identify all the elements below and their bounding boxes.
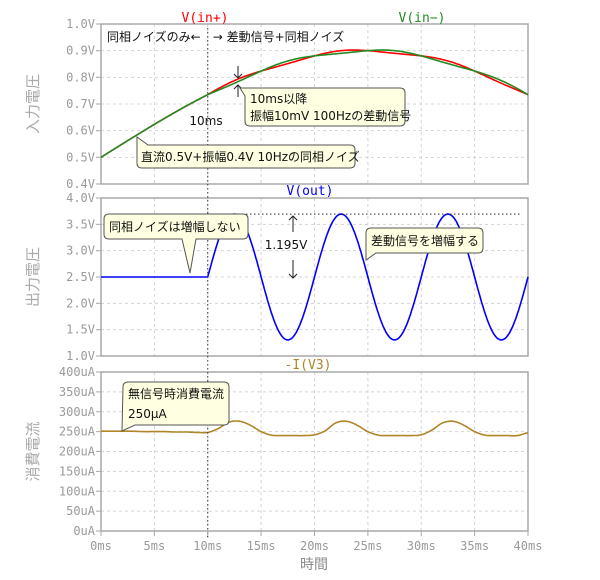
series-line-v-out bbox=[101, 213, 529, 341]
region-label: 同相ノイズのみ← → 差動信号+同相ノイズ bbox=[107, 29, 344, 44]
marker-label: 10ms bbox=[189, 114, 222, 128]
y-tick-label: 200uA bbox=[59, 445, 96, 459]
x-tick-label: 25ms bbox=[353, 539, 382, 553]
legend-vin-plus[interactable]: V(in+) bbox=[182, 11, 229, 26]
series-line-i-v3 bbox=[101, 420, 529, 437]
current-note-callout: 無信号時消費電流 250μA bbox=[121, 381, 230, 432]
x-tick-label: 20ms bbox=[300, 539, 329, 553]
cm-note-callout: 直流0.5V+振幅0.4V 10Hzの同相ノイズ bbox=[136, 136, 360, 169]
svg-text:同相ノイズは増幅しない: 同相ノイズは増幅しない bbox=[109, 219, 241, 234]
y-tick-label: 0.5V bbox=[66, 150, 95, 164]
x-tick-label: 10ms bbox=[193, 539, 222, 553]
panel-current: 400uA 350uA 300uA 250uA 200uA 150uA 100uA 50uA 0… bbox=[24, 365, 529, 538]
y-tick-label: 100uA bbox=[59, 484, 96, 498]
y-tick-label: 1.0V bbox=[66, 349, 95, 363]
y-tick-label: 0.4V bbox=[66, 177, 95, 191]
y-tick-label: 3.5V bbox=[66, 217, 95, 231]
x-tick-label: 5ms bbox=[144, 539, 166, 553]
y-tick-label: 2.5V bbox=[66, 270, 95, 284]
y-tick-label: 50uA bbox=[66, 504, 96, 518]
x-tick-label: 0ms bbox=[90, 539, 112, 553]
y-tick-label: 350uA bbox=[59, 385, 96, 399]
y-tick-label: 0.6V bbox=[66, 124, 95, 138]
y-axis-label: 消費電流 bbox=[24, 421, 42, 481]
x-tick-label: 35ms bbox=[460, 539, 489, 553]
plot-frame bbox=[100, 23, 529, 185]
series-line-v-in bbox=[100, 49, 529, 159]
y-tick-label: 400uA bbox=[59, 365, 96, 379]
y-tick-label: 3.0V bbox=[66, 244, 95, 258]
no-amp-note-callout: 同相ノイズは増幅しない bbox=[103, 213, 249, 274]
panel-input: 1.0V 0.9V 0.8V 0.7V 0.6V 0.5V 0.4V 入力電圧 bbox=[24, 17, 529, 191]
x-tick-label: 40ms bbox=[514, 539, 543, 553]
y-tick-label: 2.0V bbox=[66, 296, 95, 310]
y-tick-label: 1.0V bbox=[66, 17, 95, 31]
svg-text:差動信号を増幅する: 差動信号を増幅する bbox=[371, 233, 479, 248]
x-axis-label: 時間 bbox=[300, 557, 328, 573]
y-tick-label: 0.9V bbox=[66, 44, 95, 58]
y-tick-label: 0.8V bbox=[66, 70, 95, 84]
svg-text:10ms以降: 10ms以降 bbox=[250, 92, 307, 106]
legend-vout[interactable]: V(out) bbox=[287, 184, 334, 199]
svg-text:無信号時消費電流: 無信号時消費電流 bbox=[128, 386, 224, 401]
y-axis-label: 入力電圧 bbox=[24, 74, 42, 134]
amplify-note-callout: 差動信号を増幅する bbox=[365, 227, 484, 261]
y-tick-label: 0.7V bbox=[66, 97, 95, 111]
diff-note-callout: 10ms以降 振幅10mV 100Hzの差動信号 bbox=[239, 87, 411, 127]
svg-text:250μA: 250μA bbox=[128, 407, 168, 421]
legend-vin-minus[interactable]: V(in−) bbox=[399, 11, 446, 26]
y-tick-label: 250uA bbox=[59, 425, 96, 439]
x-tick-label: 15ms bbox=[247, 539, 276, 553]
y-tick-label: 0uA bbox=[73, 524, 95, 538]
y-tick-label: 1.5V bbox=[66, 323, 95, 337]
legend-iv3[interactable]: -I(V3) bbox=[285, 358, 332, 373]
y-tick-label: 4.0V bbox=[66, 191, 95, 205]
amplitude-arrows bbox=[288, 215, 298, 279]
panel-output: 4.0V 3.5V 3.0V 2.5V 2.0V 1.5V 1.0V 出力電圧 bbox=[24, 191, 529, 363]
svg-text:直流0.5V+振幅0.4V 10Hzの同相ノイズ: 直流0.5V+振幅0.4V 10Hzの同相ノイズ bbox=[141, 149, 360, 164]
y-tick-label: 300uA bbox=[59, 405, 96, 419]
x-tick-label: 30ms bbox=[407, 539, 436, 553]
y-axis-label: 出力電圧 bbox=[24, 247, 42, 307]
amplitude-label: 1.195V bbox=[265, 238, 308, 252]
svg-text:振幅10mV 100Hzの差動信号: 振幅10mV 100Hzの差動信号 bbox=[250, 108, 411, 123]
y-tick-label: 150uA bbox=[59, 464, 96, 478]
